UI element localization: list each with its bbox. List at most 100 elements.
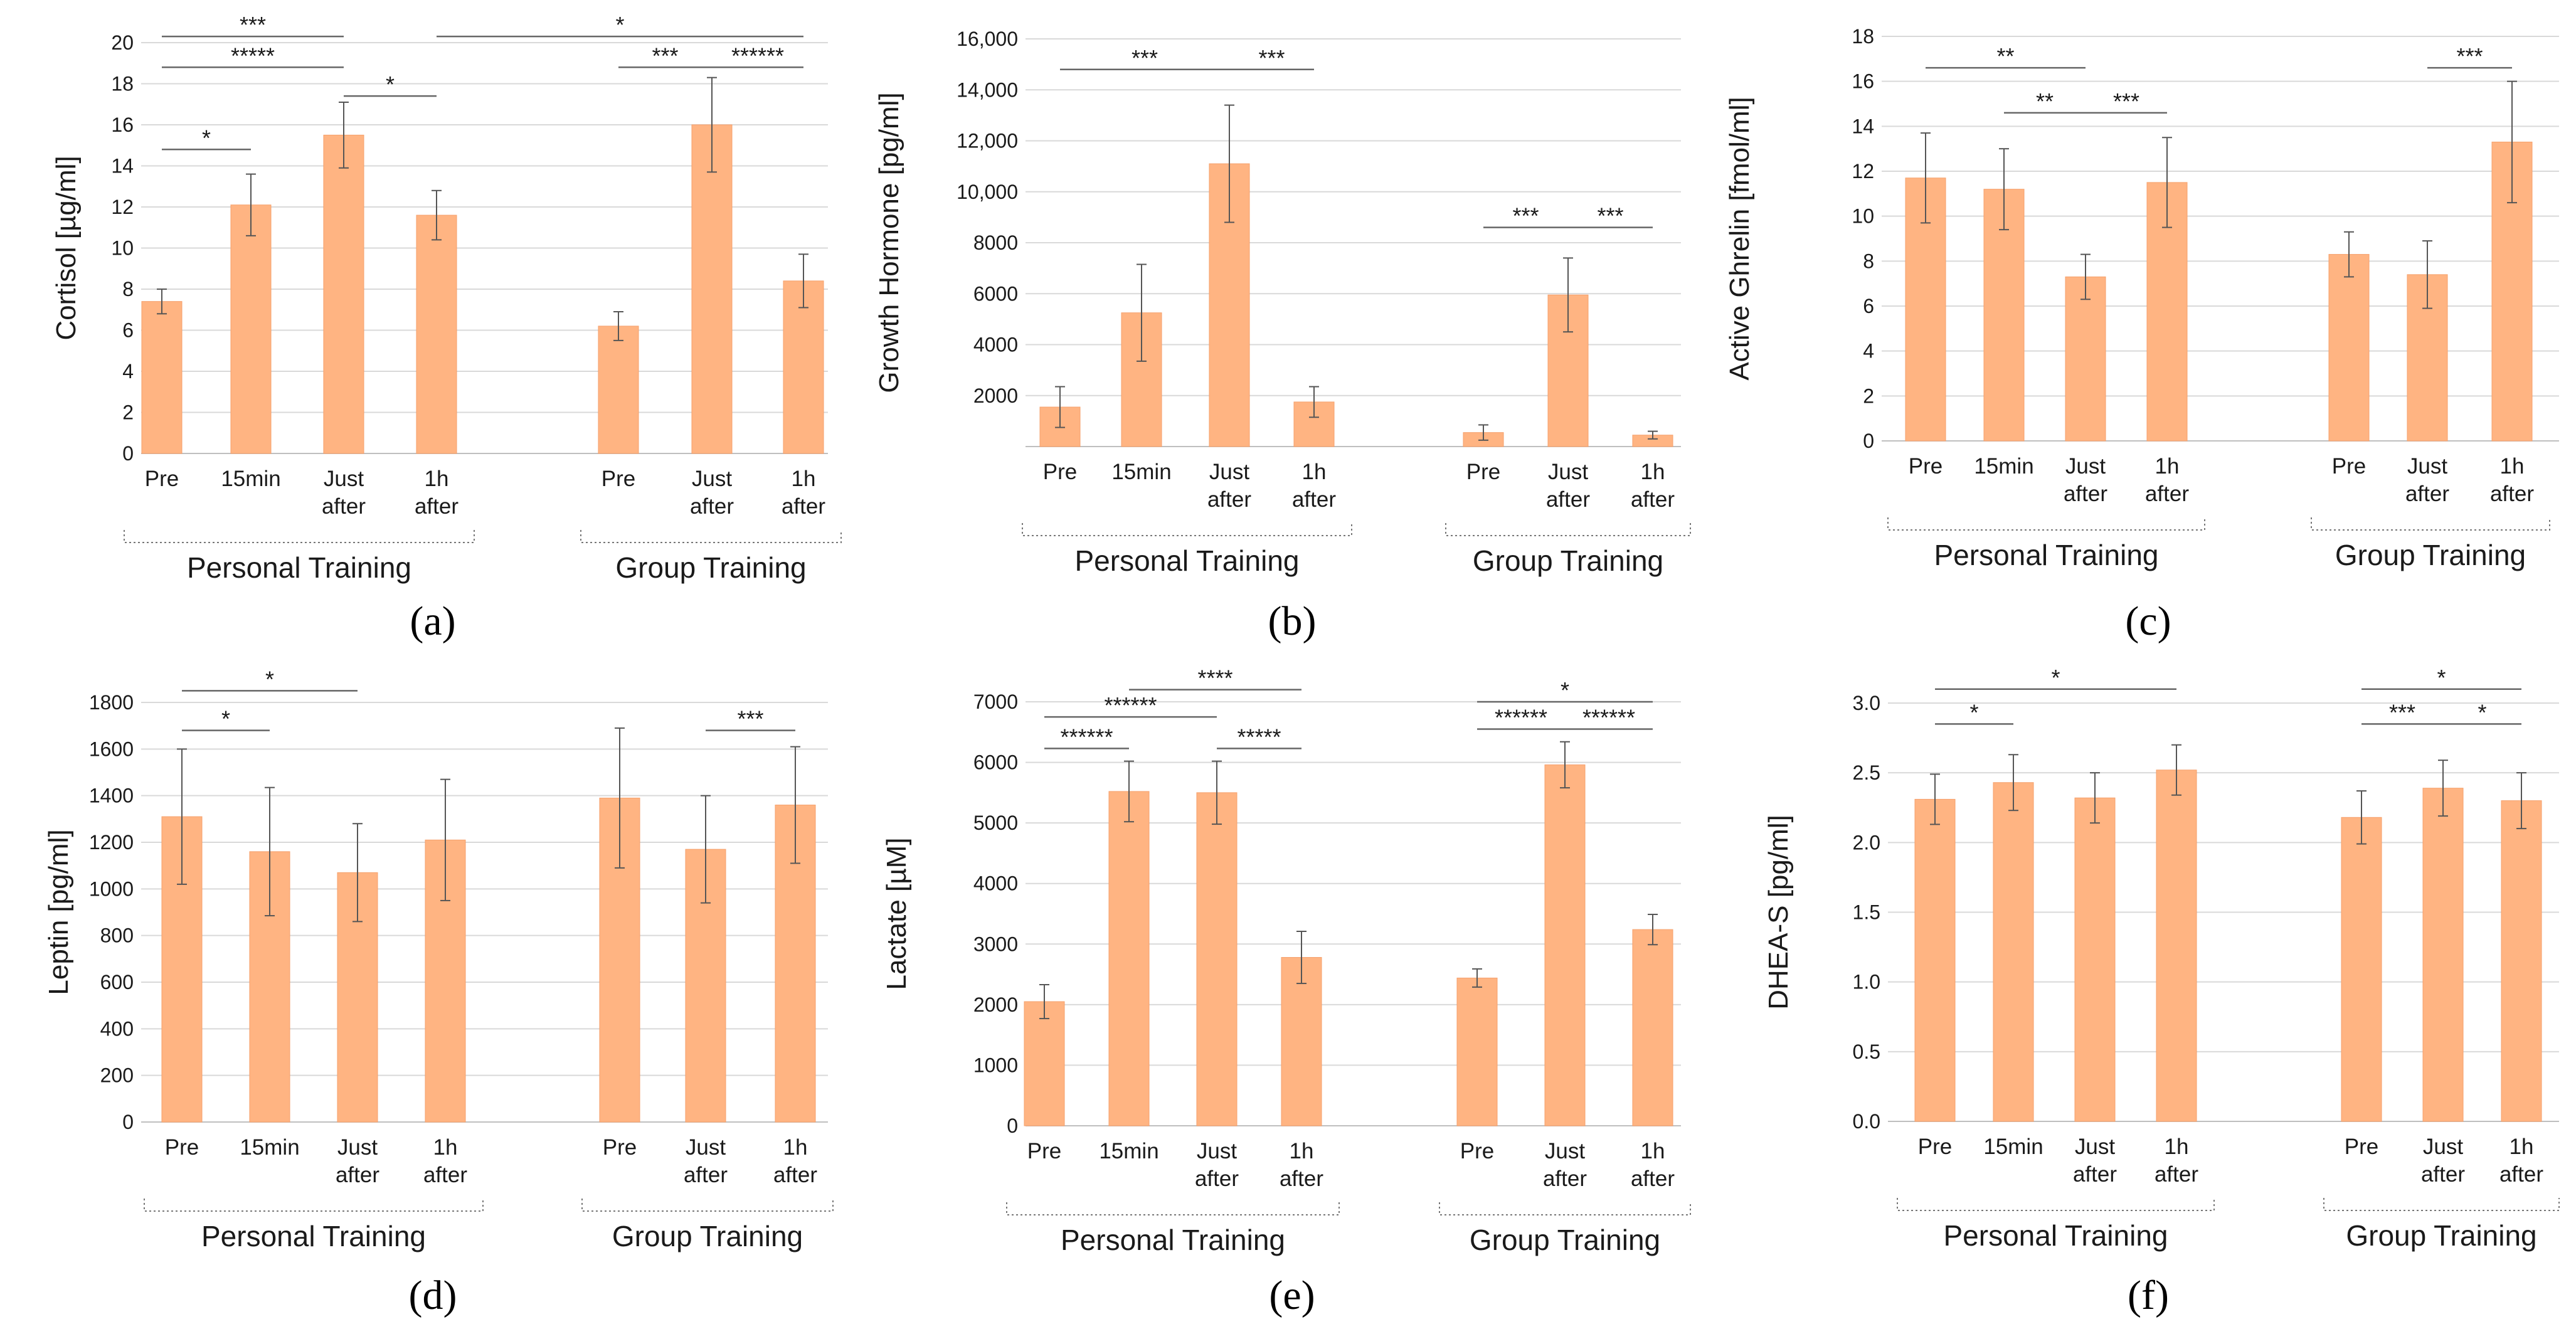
y-axis-label: Growth Hormone [pg/ml] [874, 92, 904, 393]
bar [141, 301, 183, 454]
x-tick-label: Pre [603, 1135, 637, 1160]
y-tick-label: 0.5 [1853, 1040, 1880, 1063]
y-tick-label: 4 [122, 360, 134, 383]
bar [1632, 929, 1673, 1126]
x-tick-label: 15min [1974, 454, 2033, 479]
y-axis-label: Leptin [pg/ml] [43, 829, 74, 995]
bar [1914, 798, 1956, 1122]
y-tick-label: 1800 [89, 691, 134, 714]
x-tick-label: 1h [2155, 454, 2180, 479]
y-tick-label: 12 [111, 196, 134, 218]
x-tick-label: Pre [165, 1135, 199, 1160]
x-tick-label: Just [692, 467, 732, 491]
y-tick-label: 16 [111, 114, 134, 136]
y-tick-label: 2000 [973, 993, 1018, 1016]
x-tick-label: Just [337, 1135, 378, 1160]
significance-stars: *** [1258, 45, 1285, 71]
group-bracket [581, 1199, 834, 1212]
x-tick-label: Just [2065, 454, 2106, 479]
y-tick-label: 20 [111, 31, 134, 54]
x-tick-label: after [423, 1163, 467, 1187]
significance-stars: * [2478, 699, 2486, 725]
y-tick-label: 1.0 [1853, 971, 1880, 993]
x-tick-label: Just [2423, 1135, 2463, 1159]
y-tick-label: 2000 [973, 384, 1018, 407]
x-tick-label: after [2145, 482, 2189, 506]
y-tick-label: 800 [100, 924, 134, 947]
x-tick-label: 1h [1641, 1139, 1665, 1163]
x-tick-label: after [2490, 482, 2534, 506]
bar [2501, 800, 2542, 1122]
y-axis-label: Cortisol [µg/ml] [51, 156, 82, 340]
chart-panel-f: 0.0 0.5 1.0 1.5 2.0 2.5 3.0 DHEA-S [pg/ml] Pre 15… [1763, 665, 2560, 1318]
x-tick-label: Just [2075, 1135, 2115, 1159]
bar [2065, 276, 2106, 442]
y-tick-label: 1000 [973, 1054, 1018, 1076]
x-tick-label: 1h [2510, 1135, 2534, 1159]
y-axis-label: DHEA-S [pg/ml] [1763, 815, 1794, 1010]
bar [2341, 817, 2382, 1122]
x-tick-label: 15min [1111, 460, 1171, 484]
group-label: Group Training [2335, 539, 2526, 571]
chart-panel-d: 0 200 400 600 800 1000 1200 1400 1600 1800 Leptin … [43, 666, 834, 1318]
x-tick-label: after [684, 1163, 728, 1187]
y-axis-label: Lactate [µM] [881, 837, 912, 990]
significance-stars: ** [2036, 88, 2054, 114]
y-tick-label: 7000 [973, 691, 1018, 713]
x-tick-label: 1h [1290, 1139, 1314, 1163]
x-tick-label: 1h [425, 467, 449, 491]
group-label: Group Training [2346, 1219, 2536, 1252]
y-tick-label: 18 [1852, 25, 1874, 48]
x-tick-label: after [336, 1163, 379, 1187]
x-tick-label: Just [686, 1135, 726, 1160]
x-tick-label: Pre [1909, 454, 1943, 479]
y-tick-label: 0 [1007, 1114, 1018, 1137]
significance-stars: *** [652, 43, 678, 68]
x-tick-label: after [2405, 482, 2449, 506]
x-tick-label: Pre [1027, 1139, 1061, 1163]
significance-stars: *** [737, 706, 763, 732]
group-bracket [1006, 1202, 1340, 1215]
x-tick-label: Pre [1043, 460, 1077, 484]
panel-letter: (c) [2125, 598, 2171, 644]
x-tick-label: after [690, 494, 734, 519]
x-tick-label: Pre [145, 467, 179, 491]
group-bracket [1897, 1198, 2215, 1211]
bar [598, 326, 639, 454]
group-label: Personal Training [1075, 544, 1300, 577]
bar [416, 214, 457, 454]
significance-stars: * [1561, 677, 1569, 703]
x-tick-label: after [1195, 1167, 1239, 1191]
y-tick-label: 18 [111, 73, 134, 95]
y-tick-label: 10 [111, 237, 134, 260]
chart-panel-a: 0 2 4 6 8 10 12 14 16 18 20 Cortisol [µg/ml] Pre 15mi… [51, 12, 842, 644]
significance-stars: * [2437, 665, 2446, 691]
y-tick-label: 2.0 [1853, 831, 1880, 854]
group-label: Group Training [612, 1220, 803, 1252]
x-tick-label: Just [1548, 460, 1588, 484]
x-tick-label: after [322, 494, 366, 519]
x-tick-label: after [1280, 1167, 1323, 1191]
significance-stars: **** [1197, 665, 1232, 691]
x-tick-label: Just [1197, 1139, 1237, 1163]
bar [2328, 254, 2370, 442]
y-tick-label: 4 [1863, 340, 1874, 363]
bar [1108, 791, 1150, 1126]
y-tick-label: 1000 [89, 877, 134, 900]
y-tick-label: 0 [122, 1111, 134, 1133]
x-tick-label: after [782, 494, 825, 519]
significance-stars: *** [1597, 203, 1623, 229]
x-tick-label: after [1631, 1167, 1675, 1191]
significance-stars: * [2051, 665, 2060, 691]
significance-stars: *** [2113, 88, 2139, 114]
group-label: Personal Training [1061, 1224, 1285, 1256]
x-tick-label: Just [1545, 1139, 1585, 1163]
x-tick-label: 1h [792, 467, 816, 491]
x-tick-label: 15min [1983, 1135, 2043, 1159]
bar [2074, 797, 2116, 1122]
y-tick-label: 8 [1863, 250, 1874, 272]
y-tick-label: 14,000 [957, 78, 1018, 101]
group-bracket [144, 1199, 484, 1212]
y-tick-label: 12 [1852, 160, 1874, 183]
